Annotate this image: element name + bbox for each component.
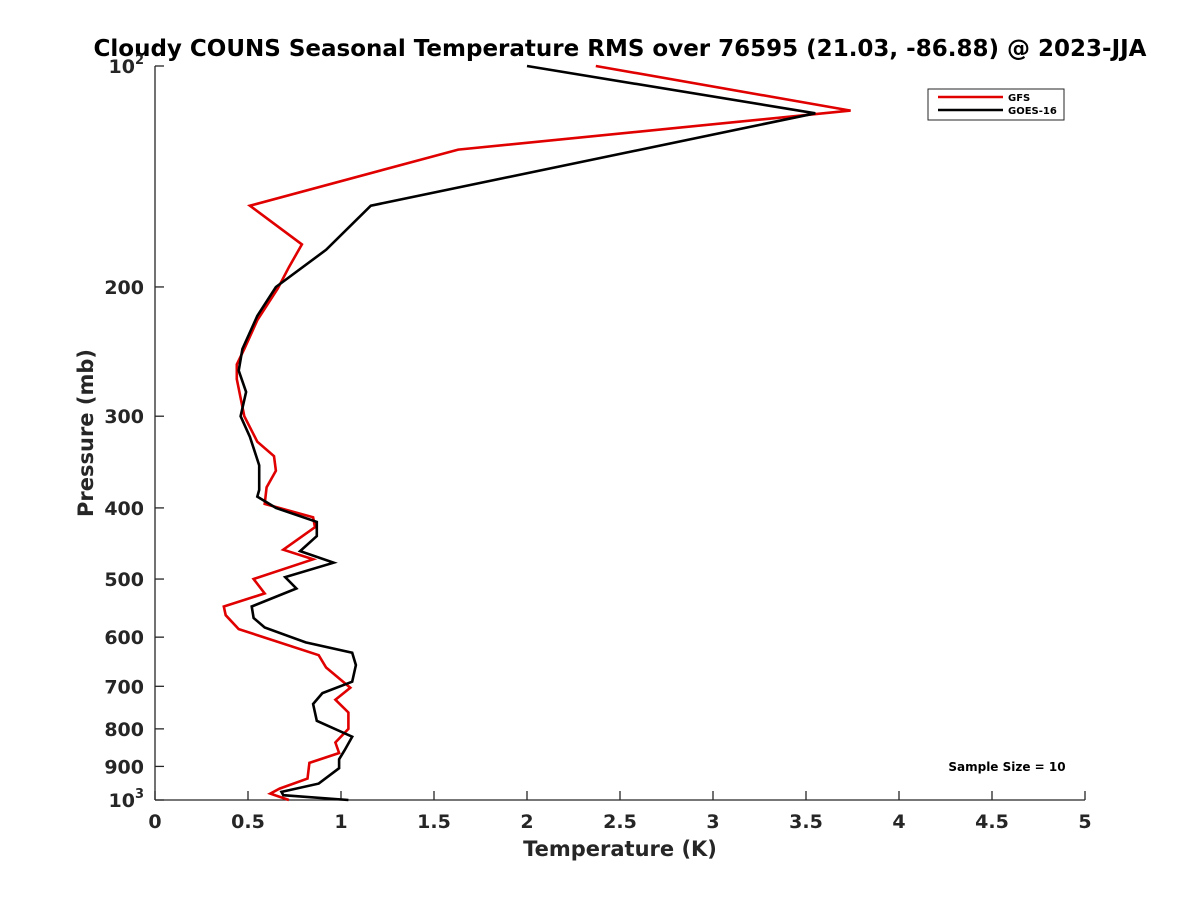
y-tick-label: 700 (104, 676, 144, 698)
x-tick-label: 0.5 (231, 811, 265, 833)
legend-label-gfs: GFS (1008, 93, 1030, 104)
y-tick-label: 102 (109, 53, 145, 78)
y-tick-label: 500 (104, 569, 144, 591)
legend-label-goes16: GOES-16 (1008, 106, 1057, 117)
x-ticks: 0 0.5 1 1.5 2 2.5 3 3.5 4 4.5 5 (148, 791, 1092, 833)
y-tick-label: 800 (104, 719, 144, 741)
x-tick-label: 4.5 (975, 811, 1009, 833)
x-tick-label: 0 (148, 811, 161, 833)
x-axis-label: Temperature (K) (523, 837, 717, 861)
y-ticks: 102 200 300 400 500 600 700 800 900 103 (104, 53, 164, 812)
x-tick-label: 3 (706, 811, 719, 833)
x-tick-label: 2.5 (603, 811, 637, 833)
x-tick-label: 5 (1078, 811, 1091, 833)
x-tick-label: 3.5 (789, 811, 823, 833)
sample-size-annotation: Sample Size = 10 (948, 760, 1065, 774)
chart-title: Cloudy COUNS Seasonal Temperature RMS ov… (94, 36, 1147, 62)
plot-area (154, 66, 1085, 801)
x-tick-label: 1 (334, 811, 347, 833)
y-tick-label: 600 (104, 627, 144, 649)
legend-box (927, 88, 1065, 121)
y-tick-label: 300 (104, 406, 144, 428)
x-tick-label: 2 (520, 811, 533, 833)
y-tick-label: 400 (104, 498, 144, 520)
y-tick-label: 103 (109, 787, 145, 812)
series-group (222, 64, 851, 802)
x-tick-label: 1.5 (417, 811, 451, 833)
y-tick-label: 900 (104, 756, 144, 778)
y-tick-label: 200 (104, 277, 144, 299)
y-axis-label: Pressure (mb) (74, 349, 98, 517)
x-tick-label: 4 (892, 811, 905, 833)
series-line-goes16 (237, 64, 816, 802)
legend: GFS GOES-16 (927, 88, 1065, 121)
series-line-gfs (222, 64, 851, 802)
